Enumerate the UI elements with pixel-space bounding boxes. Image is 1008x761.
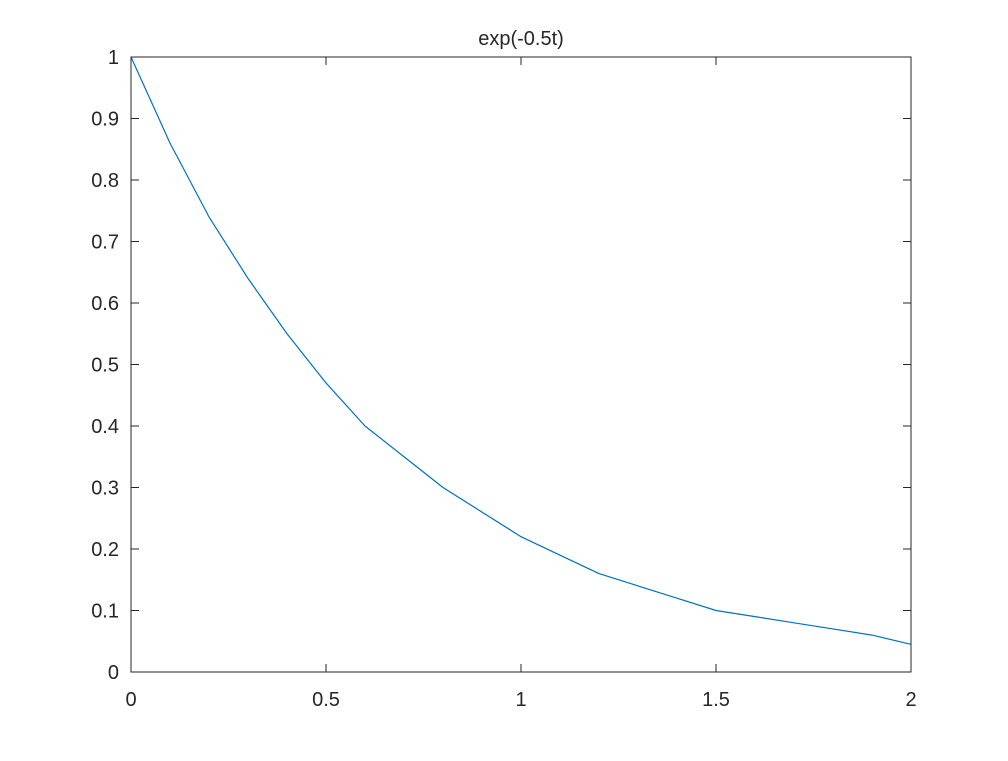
- x-tick-label: 0: [125, 689, 136, 711]
- plot-area-frame: [130, 56, 912, 673]
- y-tick-label: 0.1: [91, 601, 119, 623]
- y-tick-label: 0.7: [91, 232, 119, 254]
- y-tick-label: 0.3: [91, 478, 119, 500]
- y-tick-label: 0.6: [91, 293, 119, 315]
- y-tick-label: 0.9: [91, 109, 119, 131]
- series-layer: [130, 56, 912, 645]
- y-tick-label: 0.5: [91, 355, 119, 377]
- x-tick-label: 0.5: [312, 689, 340, 711]
- y-tick-label: 0.4: [91, 416, 119, 438]
- x-tick-label: 1: [515, 689, 526, 711]
- y-tick-label: 1: [108, 47, 119, 69]
- y-tick-label: 0.8: [91, 170, 119, 192]
- series-line: [130, 56, 912, 645]
- x-tick-label: 1.5: [702, 689, 730, 711]
- y-tick-label: 0.2: [91, 539, 119, 561]
- tick-labels-layer: 0 0.5 1 1.5 2 0 0.1 0.2 0.3 0.4 0.5 0.6 0.7 0.8 0.9 1: [91, 47, 916, 711]
- x-tick-label: 2: [905, 689, 916, 711]
- chart-title: exp(-0.5t): [478, 28, 564, 50]
- y-tick-label: 0: [108, 662, 119, 684]
